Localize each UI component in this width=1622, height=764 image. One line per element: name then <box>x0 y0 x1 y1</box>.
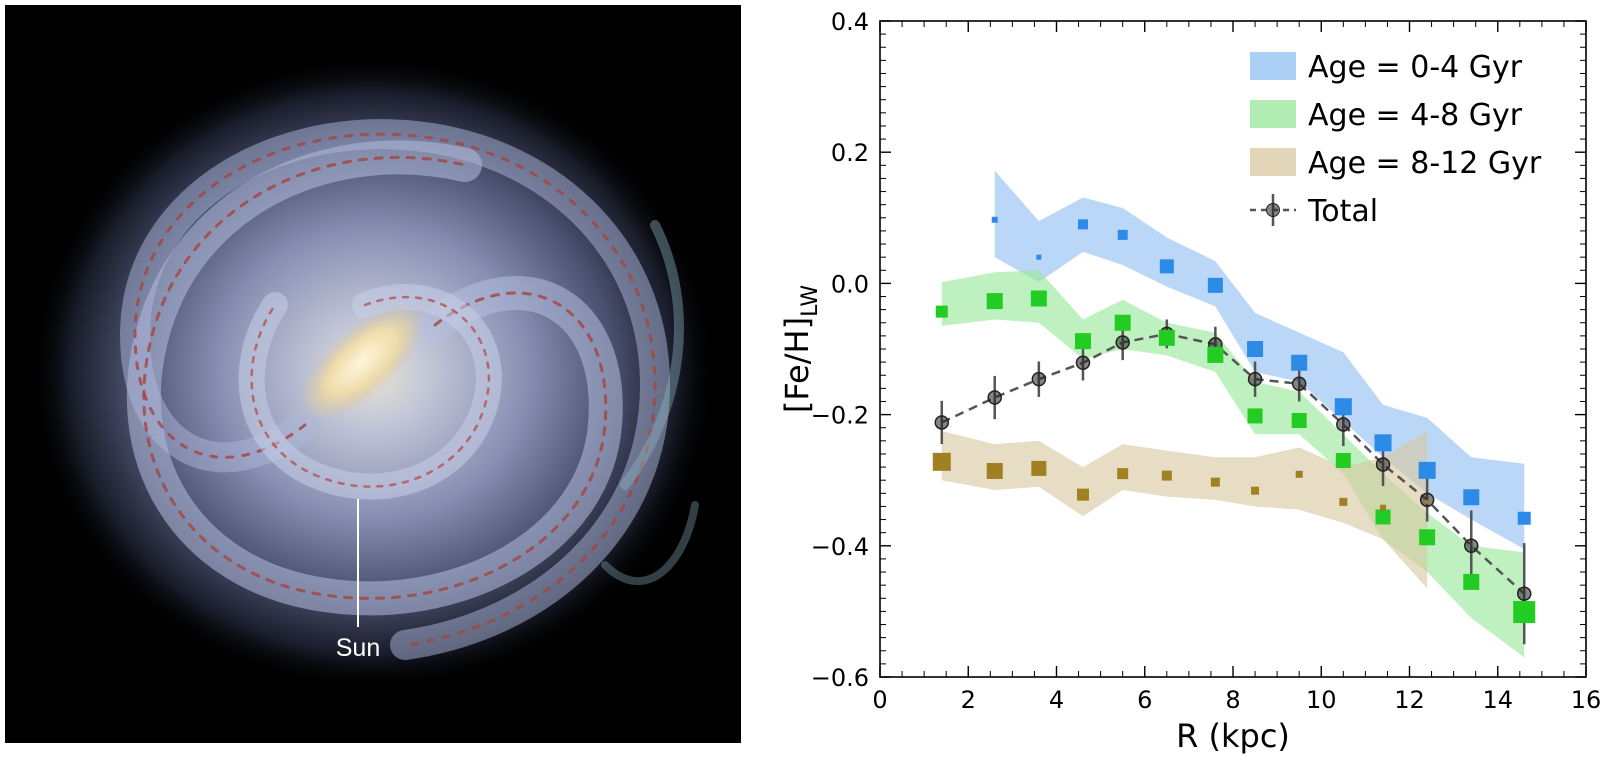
y-tick-label: −0.2 <box>811 402 869 430</box>
square-marker-series-1 <box>1036 254 1042 260</box>
square-marker-series-2 <box>1074 333 1091 350</box>
x-tick-label: 2 <box>961 686 976 714</box>
square-marker-series-1 <box>991 216 998 223</box>
square-marker-series-2 <box>1247 408 1263 424</box>
legend-swatch <box>1250 100 1296 128</box>
total-point <box>1115 335 1130 350</box>
total-point <box>1031 371 1047 387</box>
square-marker-series-3 <box>1380 504 1387 511</box>
square-marker-series-2 <box>1463 573 1480 590</box>
x-tick-label: 0 <box>872 686 887 714</box>
square-marker-series-3 <box>986 463 1003 480</box>
square-marker-series-3 <box>1161 470 1172 481</box>
square-marker-series-3 <box>1295 470 1303 478</box>
legend-label: Age = 8-12 Gyr <box>1308 146 1542 181</box>
total-point <box>1075 355 1091 371</box>
legend-label: Total <box>1307 194 1378 229</box>
total-point <box>1336 417 1351 432</box>
square-marker-series-3 <box>1425 499 1430 504</box>
total-point <box>1464 538 1479 554</box>
square-marker-series-2 <box>1335 453 1351 469</box>
square-marker-series-1 <box>1291 354 1308 371</box>
square-marker-series-1 <box>1207 277 1223 293</box>
sun-label: Sun <box>336 634 380 662</box>
square-marker-series-2 <box>1291 413 1307 429</box>
square-marker-series-2 <box>986 293 1003 310</box>
square-marker-series-2 <box>1207 346 1224 363</box>
legend: Age = 0-4 Gyr Age = 4-8 Gyr Age = 8-12 Gyr… <box>1250 50 1542 229</box>
square-marker-series-1 <box>1159 259 1174 274</box>
galactic-bulge <box>299 304 425 420</box>
square-marker-series-2 <box>1114 314 1131 331</box>
square-marker-series-1 <box>1517 511 1531 525</box>
square-marker-series-1 <box>1077 219 1088 230</box>
x-tick-label: 16 <box>1571 686 1602 714</box>
square-marker-series-2 <box>1513 601 1536 624</box>
x-tick-label: 8 <box>1225 686 1240 714</box>
square-marker-series-1 <box>1117 229 1128 240</box>
total-point <box>934 415 950 430</box>
y-axis-label: [Fe/H]LW <box>778 285 823 413</box>
y-axis-label-subscript: LW <box>798 285 823 317</box>
milky-way-illustration: Sun <box>5 5 741 743</box>
square-marker-series-2 <box>1158 329 1175 346</box>
x-tick-label: 14 <box>1482 686 1513 714</box>
y-tick-label: 0.4 <box>831 8 869 36</box>
legend-label: Age = 0-4 Gyr <box>1308 50 1523 85</box>
spiral-arm <box>620 220 684 490</box>
y-tick-label: 0.0 <box>831 270 869 298</box>
legend-swatch <box>1250 52 1296 80</box>
ticks-layer: 0 2 4 6 8 10 12 14 16 −0.6 −0.4 −0.2 0.0 0.2 0.4 <box>811 8 1602 714</box>
x-tick-label: 12 <box>1394 686 1425 714</box>
spiral-arm <box>601 501 699 586</box>
y-tick-label: 0.2 <box>831 139 869 167</box>
square-marker-series-3 <box>1251 486 1260 495</box>
spiral-arm <box>250 295 491 488</box>
total-point <box>1516 586 1532 601</box>
legend-label: Age = 4-8 Gyr <box>1308 98 1523 133</box>
square-marker-series-1 <box>1418 461 1436 479</box>
x-tick-label: 4 <box>1049 686 1064 714</box>
square-marker-series-2 <box>1419 529 1436 546</box>
spiral-arm <box>133 132 657 647</box>
square-marker-series-1 <box>1374 434 1392 452</box>
total-point <box>1291 376 1307 392</box>
bands-layer <box>941 170 1525 658</box>
markers-layer <box>932 216 1536 624</box>
square-marker-series-1 <box>1247 341 1264 357</box>
total-point <box>1247 371 1263 387</box>
x-axis-label: R (kpc) <box>1176 717 1290 755</box>
x-tick-label: 6 <box>1137 686 1152 714</box>
square-marker-series-3 <box>1339 497 1348 506</box>
square-marker-series-3 <box>932 452 951 471</box>
y-tick-label: −0.4 <box>811 533 869 561</box>
y-tick-label: −0.6 <box>811 664 869 692</box>
square-marker-series-3 <box>1076 488 1089 501</box>
square-marker-series-1 <box>1334 398 1352 416</box>
square-marker-series-2 <box>1375 509 1391 525</box>
total-point <box>987 390 1002 405</box>
legend-swatch-marker <box>1266 203 1280 217</box>
square-marker-series-2 <box>935 305 948 318</box>
square-marker-series-3 <box>1031 460 1047 476</box>
total-point <box>1375 457 1391 472</box>
spiral-arm <box>126 140 623 616</box>
legend-swatch <box>1250 148 1296 176</box>
x-tick-label: 10 <box>1306 686 1337 714</box>
square-marker-series-3 <box>1117 468 1129 480</box>
square-marker-series-3 <box>1210 477 1220 487</box>
band-series-3 <box>941 431 1428 589</box>
square-marker-series-2 <box>1030 290 1047 307</box>
total-line <box>941 332 1526 595</box>
y-axis-label-main: [Fe/H] <box>778 317 816 413</box>
square-marker-series-1 <box>1463 489 1480 506</box>
